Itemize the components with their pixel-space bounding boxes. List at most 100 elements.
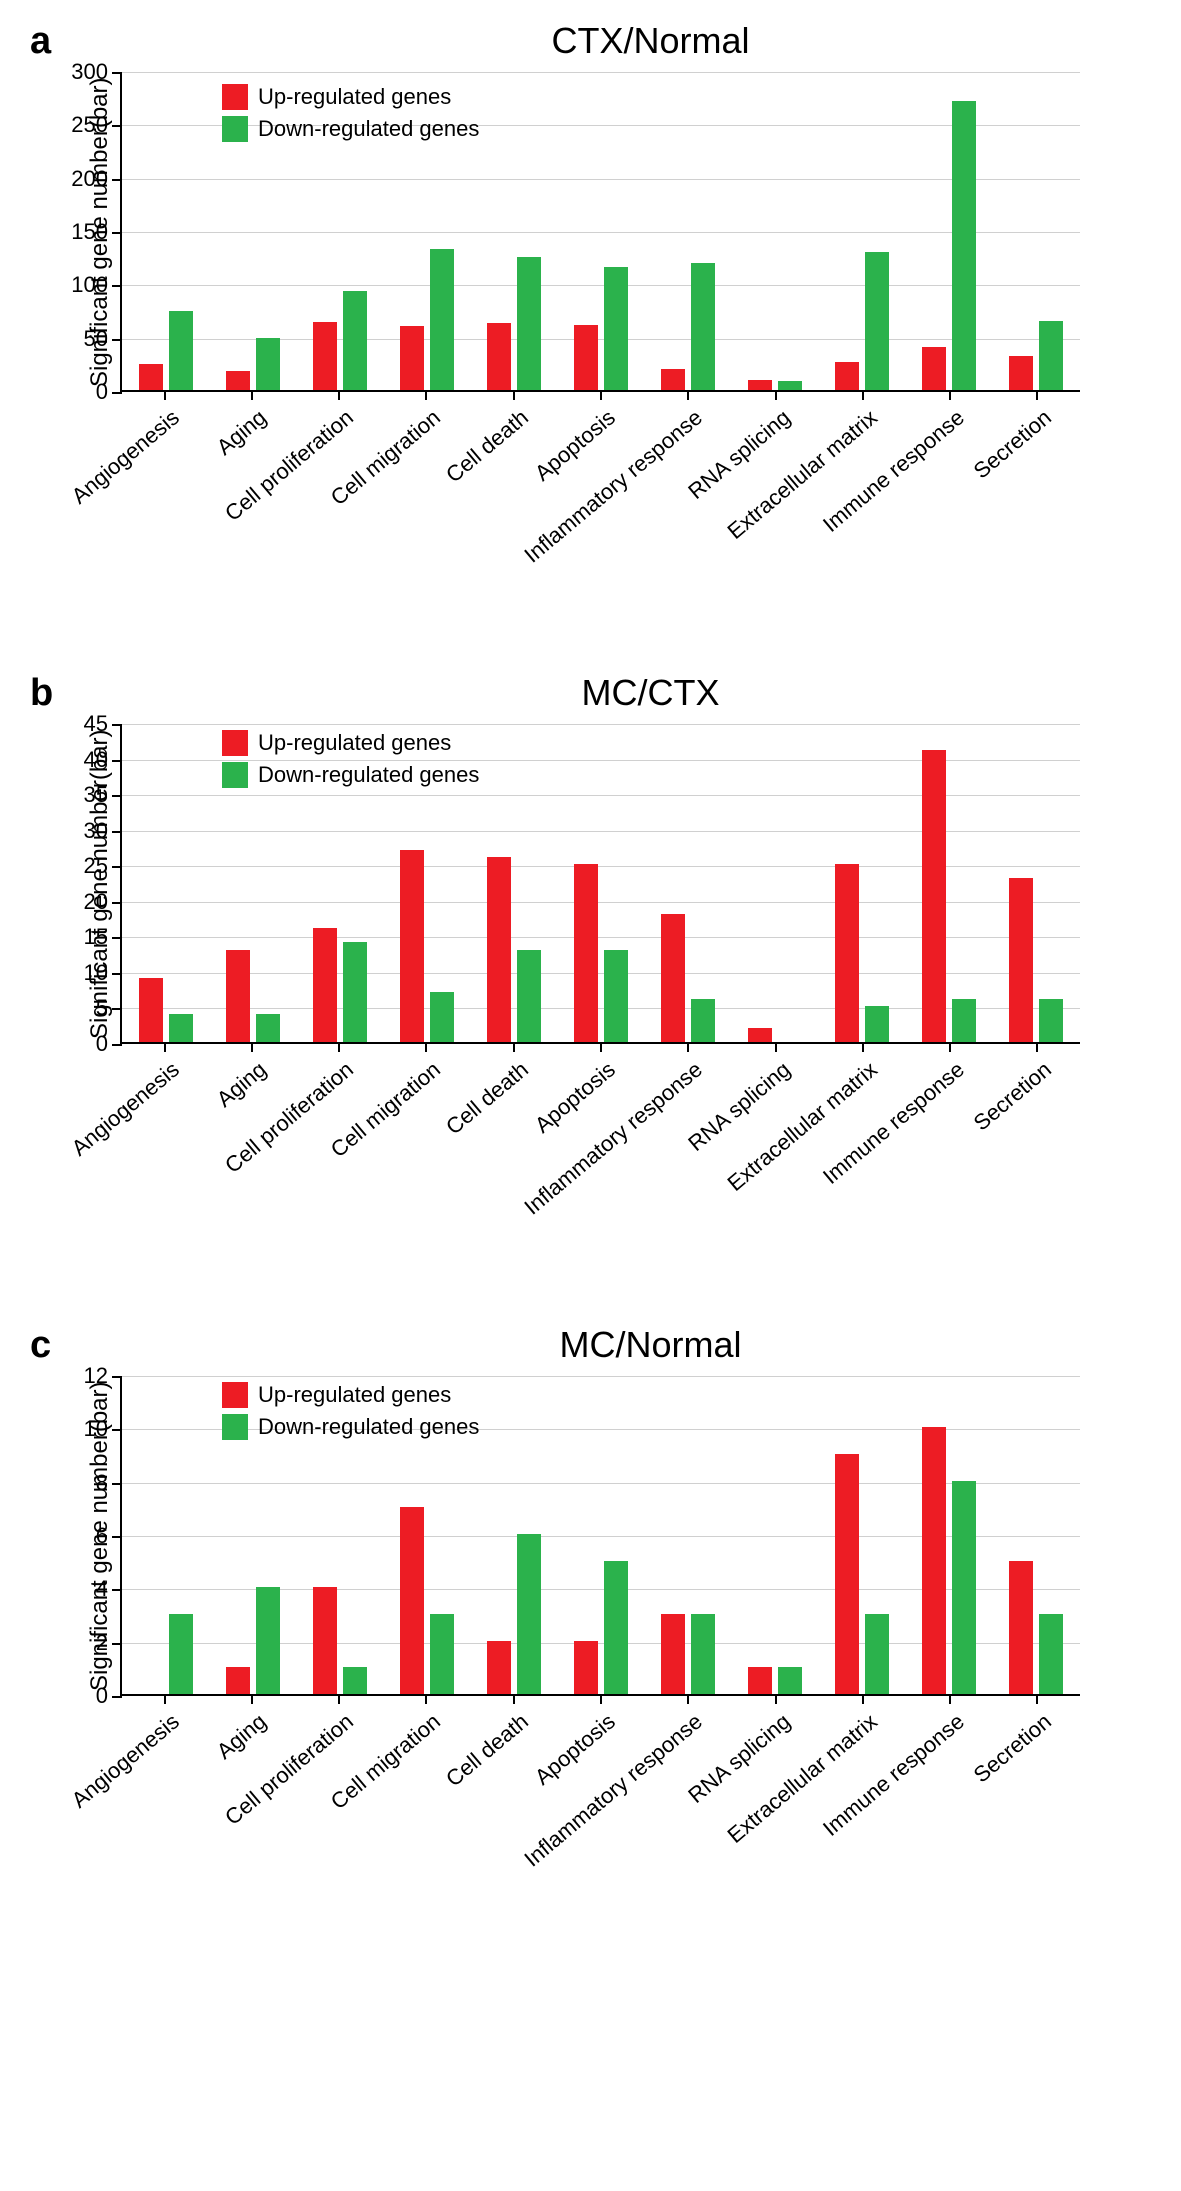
x-label: Secretion bbox=[969, 1057, 1057, 1137]
bar-up bbox=[487, 323, 511, 390]
bar-up bbox=[487, 1641, 511, 1694]
bar-up bbox=[748, 1667, 772, 1694]
x-labels: AngiogenesisAgingCell proliferationCell … bbox=[120, 1044, 1080, 1244]
bar-group bbox=[479, 1534, 549, 1694]
bar-down bbox=[517, 1534, 541, 1694]
bar-up bbox=[487, 857, 511, 1042]
panel-title: CTX/Normal bbox=[20, 20, 1161, 62]
bar-down bbox=[604, 950, 628, 1042]
y-tick-label: 4 bbox=[96, 1576, 122, 1602]
x-tick bbox=[513, 1696, 515, 1704]
bar-group bbox=[1001, 321, 1071, 390]
bar-group bbox=[131, 1614, 201, 1694]
panel-c: cMC/NormalSignificant gene number(bar)02… bbox=[20, 1324, 1161, 1896]
bar-up bbox=[835, 362, 859, 390]
bar-down bbox=[169, 311, 193, 390]
legend-label-up: Up-regulated genes bbox=[258, 730, 451, 756]
y-tick-label: 30 bbox=[84, 818, 122, 844]
y-tick-label: 10 bbox=[84, 960, 122, 986]
x-tick bbox=[425, 1696, 427, 1704]
bar-group bbox=[392, 850, 462, 1042]
panel-title: MC/CTX bbox=[20, 672, 1161, 714]
bar-up bbox=[661, 1614, 685, 1694]
x-tick bbox=[164, 392, 166, 400]
bar-group bbox=[566, 1561, 636, 1694]
x-tick bbox=[687, 1044, 689, 1052]
bar-up bbox=[922, 750, 946, 1042]
legend-label-up: Up-regulated genes bbox=[258, 84, 451, 110]
x-tick bbox=[775, 1044, 777, 1052]
x-label: Secretion bbox=[969, 405, 1057, 485]
bar-up bbox=[574, 325, 598, 390]
legend-label-down: Down-regulated genes bbox=[258, 116, 479, 142]
bar-group bbox=[914, 101, 984, 390]
bar-down bbox=[517, 950, 541, 1042]
plot: 050100150200250300Up-regulated genesDown… bbox=[120, 72, 1080, 592]
x-tick bbox=[1036, 392, 1038, 400]
bar-up bbox=[922, 1427, 946, 1694]
bar-up bbox=[1009, 878, 1033, 1042]
x-label: Angiogenesis bbox=[66, 1057, 184, 1162]
x-tick bbox=[949, 392, 951, 400]
x-label: Extracellular matrix bbox=[722, 1709, 882, 1849]
bar-up bbox=[313, 322, 337, 390]
x-tick bbox=[600, 1044, 602, 1052]
plot: 051015202530354045Up-regulated genesDown… bbox=[120, 724, 1080, 1244]
x-tick bbox=[1036, 1696, 1038, 1704]
bar-up bbox=[574, 864, 598, 1042]
bar-group bbox=[1001, 878, 1071, 1042]
panel-letter: b bbox=[30, 672, 53, 715]
bar-group bbox=[740, 380, 810, 390]
bar-down bbox=[430, 1614, 454, 1694]
legend-swatch-up bbox=[222, 1382, 248, 1408]
bar-down bbox=[604, 267, 628, 390]
y-tick-label: 12 bbox=[84, 1363, 122, 1389]
x-tick bbox=[164, 1044, 166, 1052]
chart-wrap: Significant gene number(bar)051015202530… bbox=[20, 724, 1161, 1244]
legend-row-down: Down-regulated genes bbox=[222, 1414, 479, 1440]
y-tick-label: 45 bbox=[84, 711, 122, 737]
bar-group bbox=[740, 1028, 810, 1042]
bar-up bbox=[748, 1028, 772, 1042]
legend: Up-regulated genesDown-regulated genes bbox=[222, 730, 479, 788]
x-labels: AngiogenesisAgingCell proliferationCell … bbox=[120, 1696, 1080, 1896]
x-label: Cell death bbox=[441, 405, 534, 489]
x-label: Angiogenesis bbox=[66, 1709, 184, 1814]
y-tick-label: 150 bbox=[71, 219, 122, 245]
x-tick bbox=[251, 1696, 253, 1704]
bar-down bbox=[430, 249, 454, 390]
bar-up bbox=[1009, 356, 1033, 390]
x-tick bbox=[164, 1696, 166, 1704]
x-tick bbox=[425, 392, 427, 400]
x-tick bbox=[251, 1044, 253, 1052]
y-tick-label: 10 bbox=[84, 1416, 122, 1442]
bar-group bbox=[305, 291, 375, 390]
legend-swatch-down bbox=[222, 762, 248, 788]
x-labels: AngiogenesisAgingCell proliferationCell … bbox=[120, 392, 1080, 592]
bar-group bbox=[392, 1507, 462, 1694]
bar-up bbox=[922, 347, 946, 390]
x-tick bbox=[251, 392, 253, 400]
bar-group bbox=[914, 1427, 984, 1694]
x-tick bbox=[862, 1696, 864, 1704]
bar-down bbox=[430, 992, 454, 1042]
legend: Up-regulated genes Down-regulated genes bbox=[222, 84, 479, 142]
x-tick bbox=[338, 1696, 340, 1704]
bar-group bbox=[479, 857, 549, 1042]
bar-up bbox=[226, 371, 250, 390]
y-tick-label: 100 bbox=[71, 272, 122, 298]
bar-group bbox=[479, 257, 549, 390]
bar-group bbox=[566, 864, 636, 1042]
bar-group bbox=[827, 252, 897, 390]
y-tick-label: 250 bbox=[71, 112, 122, 138]
legend-row-up: Up-regulated genes bbox=[222, 730, 479, 756]
bar-group bbox=[827, 864, 897, 1042]
bar-up bbox=[139, 978, 163, 1042]
bar-down bbox=[604, 1561, 628, 1694]
bar-group bbox=[653, 914, 723, 1042]
bar-down bbox=[169, 1614, 193, 1694]
bar-down bbox=[1039, 321, 1063, 390]
bar-up bbox=[400, 1507, 424, 1694]
legend-label-down: Down-regulated genes bbox=[258, 1414, 479, 1440]
bar-group bbox=[218, 1587, 288, 1694]
